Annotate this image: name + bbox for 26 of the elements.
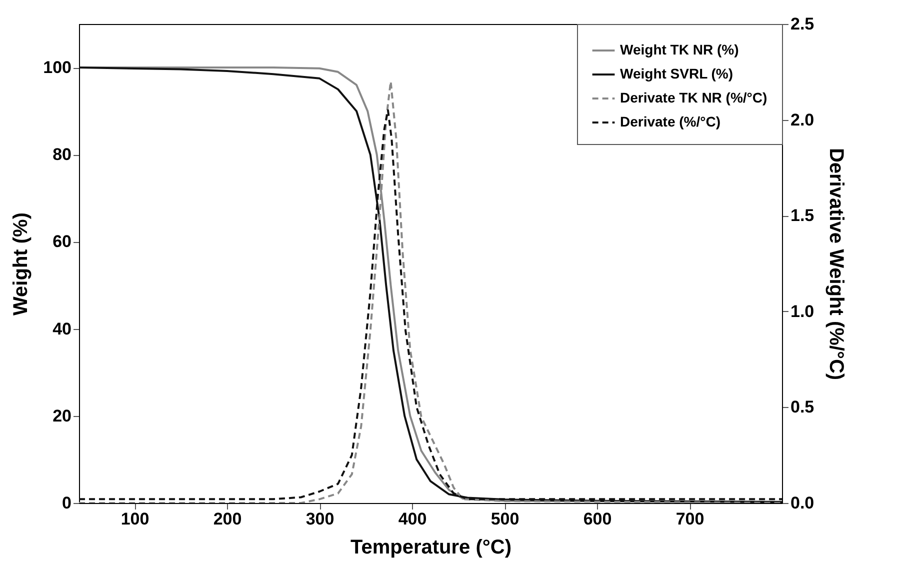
x-tick-label: 400	[398, 510, 427, 528]
x-tick-label: 500	[490, 510, 520, 528]
y2-tick-label: 0.0	[790, 494, 814, 512]
y2-tick-label: 1.5	[790, 206, 814, 226]
y-tick-label: 0	[62, 494, 72, 512]
y-axis-title: Weight (%)	[10, 212, 32, 316]
y2-axis-title: Derivative Weight (%/°C)	[825, 148, 848, 380]
y-tick-label: 40	[52, 319, 72, 338]
x-tick-label: 100	[120, 510, 150, 528]
y2-tick-label: 2.5	[790, 14, 814, 34]
x-axis-title: Temperature (°C)	[350, 536, 512, 558]
y2-tick-label: 2.0	[790, 110, 814, 130]
x-tick-label: 300	[306, 510, 334, 528]
x-tick-label: 600	[583, 510, 612, 528]
legend-label: Derivate TK NR (%/°C)	[620, 90, 768, 106]
legend-label: Derivate (%/°C)	[620, 114, 721, 130]
x-tick-label: 200	[213, 510, 242, 528]
y-tick-label: 80	[52, 145, 72, 164]
y2-tick-label: 1.0	[790, 302, 814, 321]
legend-label: Weight SVRL (%)	[620, 66, 734, 82]
y-tick-label: 20	[52, 406, 72, 426]
legend-label: Weight TK NR (%)	[620, 42, 739, 58]
x-tick-label: 700	[676, 510, 704, 528]
y-tick-label: 100	[43, 58, 72, 78]
y2-tick-label: 0.5	[790, 398, 814, 417]
y-tick-label: 60	[52, 232, 72, 252]
